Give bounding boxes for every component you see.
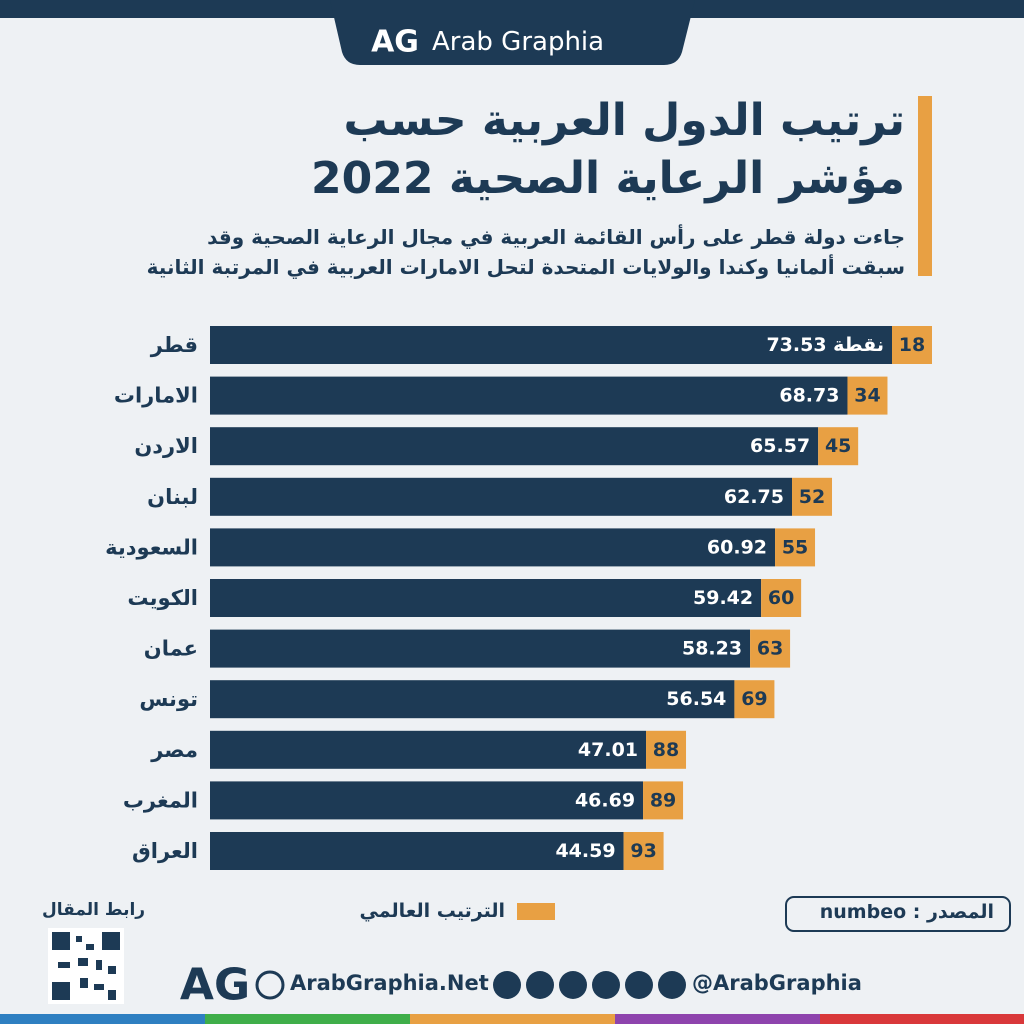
rank-box: [792, 477, 833, 516]
web-icon: [255, 970, 285, 1000]
value-label: 47.01: [578, 739, 638, 761]
value-label: 60.92: [707, 536, 767, 558]
bar: [210, 376, 848, 415]
category-label: الكويت: [127, 586, 198, 610]
bar: [210, 781, 644, 820]
source-box: [785, 896, 1011, 932]
subtitle-line: جاءت دولة قطر على رأس القائمة العربية في…: [207, 225, 905, 249]
category-label: مصر: [150, 738, 198, 762]
value-label: 46.69: [575, 789, 635, 811]
color-strip: [0, 1014, 1024, 1024]
brand: Arab Graphia: [432, 27, 604, 57]
rank-box: [892, 326, 932, 364]
value-label: 59.42: [693, 587, 753, 609]
category-label: لبنان: [147, 485, 198, 509]
qr-code: [48, 928, 124, 1004]
rank-label: 52: [799, 486, 825, 508]
bar: [210, 427, 819, 466]
bar: [210, 730, 647, 769]
value-label: 44.59: [555, 840, 615, 862]
bars: قطر 73.53 نقطة 18 الامارات 68.73 34 الاردن 65.5…: [105, 326, 932, 870]
logo-mark: AG: [371, 25, 419, 60]
value-label: 56.54: [666, 688, 726, 710]
legend-swatch: [517, 903, 555, 920]
category-label: الامارات: [114, 384, 198, 408]
category-label: قطر: [150, 333, 198, 357]
source: المصدر : numbeo: [819, 901, 994, 923]
bar: [210, 477, 793, 516]
rank-box: [775, 528, 816, 567]
rank-box: [761, 579, 802, 617]
title-line: ترتيب الدول العربية حسب: [343, 95, 906, 146]
value-label: 62.75: [724, 486, 784, 508]
title: ترتيب الدول العربية حسب مؤشر الرعاية الص…: [311, 92, 905, 208]
rank-box: [734, 680, 775, 719]
bar: [210, 680, 735, 719]
bar: [210, 579, 762, 617]
rank-label: 55: [782, 536, 808, 558]
bar: [210, 326, 892, 364]
value-label: 68.73: [779, 385, 839, 407]
rank-label: 34: [854, 385, 880, 407]
rank-box: [847, 376, 888, 415]
social-icons: [493, 971, 686, 999]
category-label: العراق: [132, 839, 198, 863]
footer-logo: AG: [180, 960, 250, 1011]
rank-box: [623, 832, 664, 870]
value-label: 58.23: [682, 638, 742, 660]
header-tab: [330, 0, 695, 65]
handle: @ArabGraphia: [692, 971, 862, 995]
rank-label: 88: [653, 739, 679, 761]
website: ArabGraphia.Net: [290, 971, 489, 995]
rank-box: [750, 629, 791, 668]
rank-label: 60: [768, 587, 794, 609]
rank-label: 45: [825, 435, 851, 457]
title-line: مؤشر الرعاية الصحية 2022: [311, 153, 905, 204]
category-label: تونس: [139, 687, 198, 711]
subtitle: جاءت دولة قطر على رأس القائمة العربية في…: [147, 222, 905, 282]
category-label: الاردن: [134, 434, 198, 458]
rank-label: 89: [650, 789, 676, 811]
rank-box: [646, 730, 687, 769]
rank-label: 93: [630, 840, 656, 862]
rank-label: 63: [757, 638, 783, 660]
bar: [210, 528, 776, 567]
legend-label: الترتيب العالمي: [359, 900, 505, 922]
rank-label: 69: [741, 688, 767, 710]
category-label: السعودية: [105, 535, 198, 559]
rank-box: [818, 427, 859, 466]
title-accent: [918, 96, 932, 276]
bar: [210, 629, 751, 668]
category-label: عمان: [144, 637, 198, 661]
category-label: المغرب: [123, 788, 198, 812]
bar: [210, 832, 624, 870]
rank-box: [643, 781, 684, 820]
article-link: رابط المقال: [42, 900, 146, 920]
value-label: 65.57: [750, 435, 810, 457]
subtitle-line: سبقت ألمانيا وكندا والولايات المتحدة لتح…: [146, 255, 905, 279]
value-label: 73.53 نقطة: [766, 334, 884, 356]
rank-label: 18: [899, 334, 925, 356]
